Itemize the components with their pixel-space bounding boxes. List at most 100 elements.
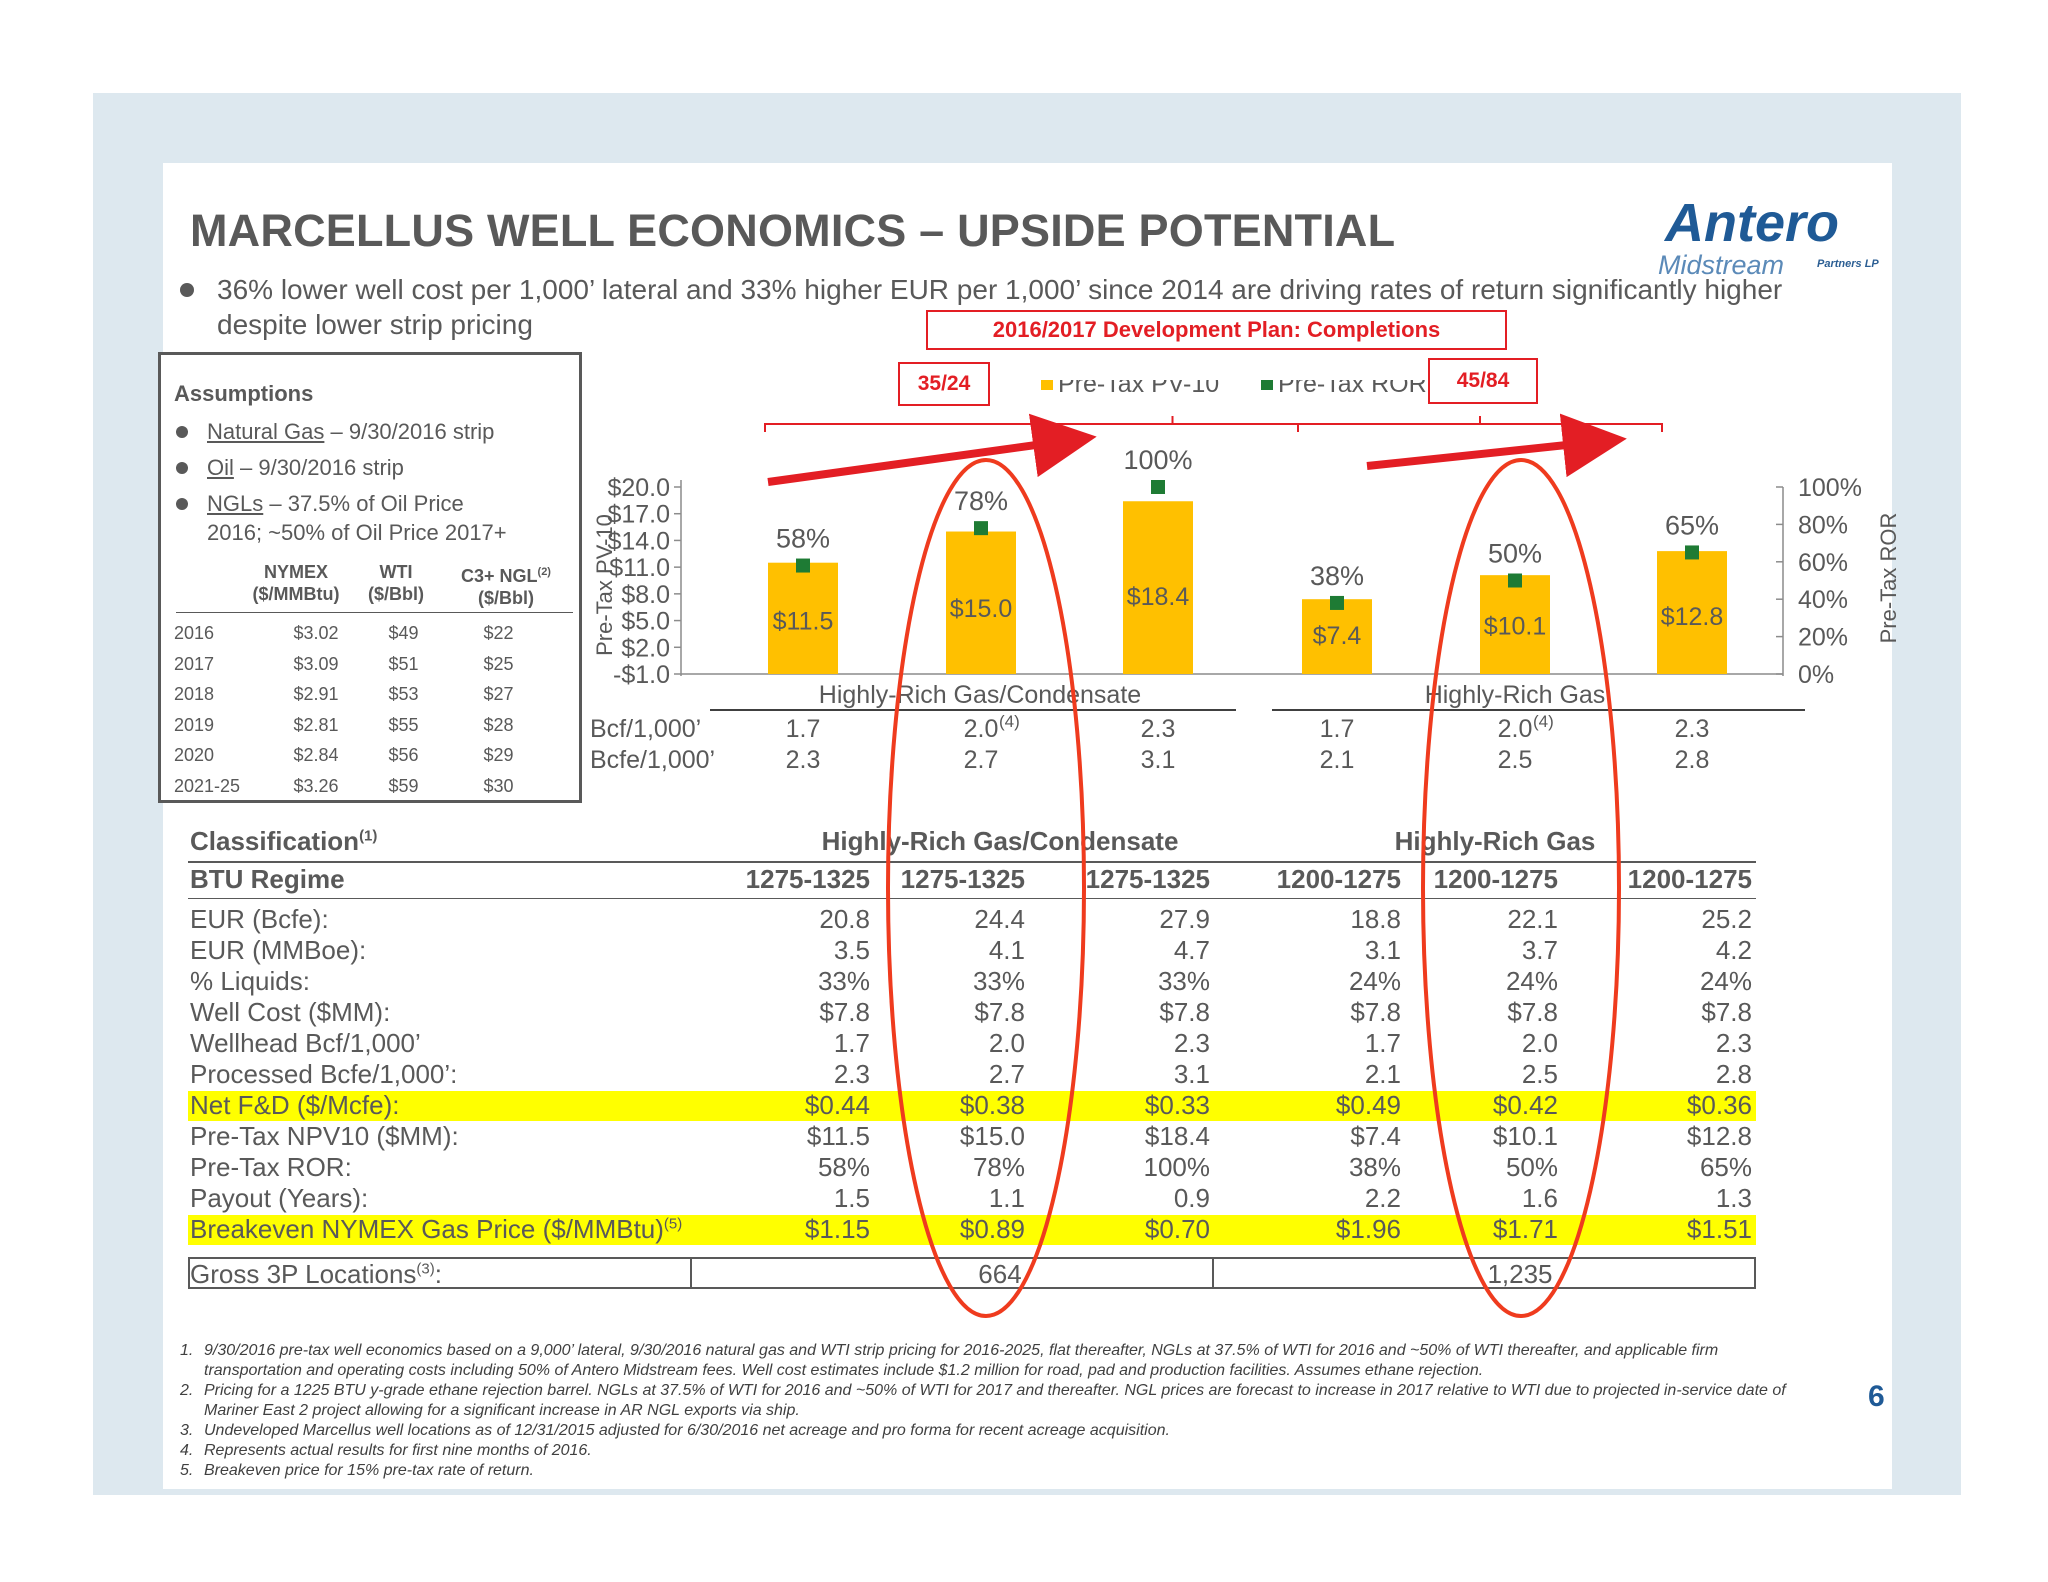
btu-value: 1200-1275 [1433,864,1558,894]
bar-value-label: $10.1 [1484,612,1547,640]
assumption-value: $56 [388,745,419,765]
metric-value: 4.1 [988,935,1025,965]
assumption-value: $3.09 [293,653,339,674]
pv10-ror-chart: $20.0$17.0$14.0$11.0$8.0$5.0$2.0-$1.0 Pre… [590,380,1901,774]
table-group-header: Highly-Rich Gas/Condensate [821,826,1179,856]
gross-divider [1212,1257,1214,1289]
metric-value: 2.0 [988,1028,1025,1058]
bar-value-label: $18.4 [1127,583,1190,611]
assumption-value: $30 [483,775,514,796]
brand-logo-sub: Midstream [1658,250,1785,280]
assumption-year: 2018 [174,684,215,704]
gross-value: 1,235 [1487,1259,1553,1289]
y-tick-label-left: $20.0 [607,474,670,502]
bar-pv10 [1123,501,1193,674]
metric-value: 33% [817,966,870,996]
marker-ror [974,521,988,536]
btu-value: 1275-1325 [1085,864,1210,894]
marker-ror [1330,595,1344,610]
table-group-header: Highly-Rich Gas [1394,826,1596,856]
metric-value: 2.8 [1715,1059,1752,1089]
metric-value: 2.2 [1364,1183,1401,1213]
metric-value: 58% [817,1152,870,1182]
metric-value: 27.9 [1159,904,1210,934]
assumption-year: 2016 [174,623,215,643]
assumption-year: 2019 [174,714,215,735]
assumption-value: $22 [483,623,514,643]
sub-row-value: 2.0 [1498,715,1533,743]
metric-value: $0.33 [1144,1090,1210,1120]
sub-row-label: Bcf/1,000’ [590,715,701,743]
metric-value: 3.1 [1364,935,1401,965]
brand-logo-sub2: Partners LP [1817,258,1879,270]
metric-value: 2.3 [1715,1028,1752,1058]
group-label: Highly-Rich Gas/Condensate [819,681,1141,709]
metric-value: $0.44 [804,1090,870,1120]
metric-value: $15.0 [959,1121,1025,1151]
y-tick-label-left: $17.0 [607,501,670,529]
metric-value: $11.5 [806,1121,870,1151]
assumption-value: $27 [483,684,514,704]
assumption-value: $2.91 [293,684,339,704]
footnote: 2. Pricing for a 1225 BTU y-grade ethane … [180,1382,1786,1419]
assumption-value: $53 [388,684,419,704]
metric-value: $10.1 [1492,1121,1558,1151]
ror-value-label: 38% [1310,561,1364,591]
btu-value: 1200-1275 [1276,864,1401,894]
footnote: 3. Undeveloped Marcellus well locations a… [180,1422,1170,1439]
metric-value: 1.3 [1715,1183,1752,1213]
y-tick-label-right: 100% [1798,474,1862,502]
legend-swatch-pv10 [1041,380,1053,390]
metric-value: 1.5 [833,1183,870,1213]
marker-ror [1508,573,1522,588]
sub-row-value: 2.0 [964,715,999,743]
bar-pv10 [1302,599,1372,674]
sub-row-value: 2.5 [1498,746,1533,774]
metric-value: $1.15 [804,1214,870,1244]
group-brace-right [1297,416,1663,432]
col-header-ngl: C3+ NGL(2) ($/Bbl) [461,566,551,608]
page-number: 6 [1868,1380,1885,1413]
metric-value: 18.8 [1350,904,1401,934]
assumption-value: $55 [388,714,419,735]
callout-left: 35/24 [898,362,990,406]
assumption-value: $2.84 [293,745,339,765]
header-divider [176,612,573,613]
metric-value: 0.9 [1173,1183,1210,1213]
metric-value: 2.0 [1521,1028,1558,1058]
btu-value: 1275-1325 [900,864,1025,894]
sub-row-value: 1.7 [786,715,821,743]
assumption-year: 2021-25 [174,775,241,796]
metric-label: Pre-Tax ROR: [190,1152,352,1182]
assumption-value: $3.26 [293,775,339,796]
metric-value: 3.1 [1173,1059,1210,1089]
ror-value-label: 65% [1665,510,1719,540]
metric-value: $12.8 [1686,1121,1752,1151]
metric-value: 20.8 [819,904,870,934]
page-title: MARCELLUS WELL ECONOMICS – UPSIDE POTENT… [190,205,1396,256]
sub-row-sup: (4) [1533,712,1554,731]
metric-value: 4.7 [1173,935,1210,965]
assumptions-box: Assumptions Natural Gas – 9/30/2016 stri… [158,352,582,803]
sub-row-value: 2.8 [1675,746,1710,774]
bullet-icon [180,283,194,297]
metric-value: 78% [972,1152,1025,1182]
metric-value: 24% [1505,966,1558,996]
callout-right: 45/84 [1428,358,1538,404]
gross-value: 664 [978,1259,1022,1289]
assumption-year: 2017 [174,653,215,674]
assumption-value: $28 [483,714,514,735]
legend-label-ror: Pre-Tax ROR [1278,380,1427,398]
marker-ror [1151,480,1165,494]
metric-value: $7.8 [1701,997,1752,1027]
sub-row-value: 2.3 [1675,715,1710,743]
metric-value: 1.7 [833,1028,870,1058]
bar-value-label: $7.4 [1313,622,1362,650]
metric-value: 2.1 [1364,1059,1401,1089]
metric-value: 2.3 [833,1059,870,1089]
metric-value: 1.7 [1364,1028,1401,1058]
metric-value: $1.96 [1335,1214,1401,1244]
footnote: 4. Represents actual results for first ni… [180,1442,592,1459]
assumptions-heading: Assumptions [174,381,314,406]
bar-value-label: $15.0 [950,595,1013,623]
